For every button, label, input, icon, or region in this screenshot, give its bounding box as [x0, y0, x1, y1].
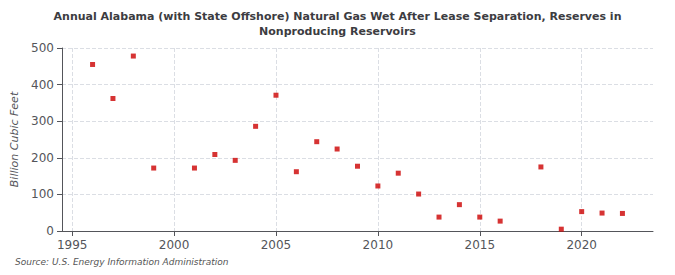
svg-text:500: 500 — [31, 41, 54, 55]
svg-text:2000: 2000 — [159, 238, 190, 252]
svg-text:Source: U.S. Energy Informatio: Source: U.S. Energy Information Administ… — [15, 257, 229, 267]
svg-text:200: 200 — [31, 151, 54, 165]
svg-text:100: 100 — [31, 187, 54, 201]
svg-text:400: 400 — [31, 78, 54, 92]
svg-text:2010: 2010 — [363, 238, 394, 252]
svg-text:Annual Alabama (with State Off: Annual Alabama (with State Offshore) Nat… — [54, 10, 622, 23]
svg-text:2015: 2015 — [465, 238, 496, 252]
svg-text:300: 300 — [31, 114, 54, 128]
svg-text:Billion Cubic Feet: Billion Cubic Feet — [8, 91, 21, 187]
svg-text:0: 0 — [46, 224, 54, 238]
svg-text:2005: 2005 — [261, 238, 292, 252]
svg-text:Nonproducing Reservoirs: Nonproducing Reservoirs — [259, 25, 416, 38]
svg-text:1995: 1995 — [57, 238, 88, 252]
svg-text:2020: 2020 — [566, 238, 597, 252]
